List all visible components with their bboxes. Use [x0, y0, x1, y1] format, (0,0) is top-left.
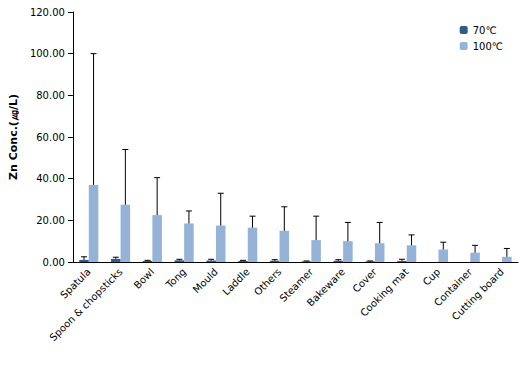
svg-text:0.00: 0.00	[43, 257, 65, 268]
svg-text:80.00: 80.00	[36, 90, 65, 101]
svg-text:Bakeware: Bakeware	[305, 266, 347, 308]
svg-text:40.00: 40.00	[36, 173, 65, 184]
svg-text:Cover: Cover	[350, 265, 379, 294]
svg-text:Mould: Mould	[191, 266, 220, 295]
svg-text:Spoon & chopsticks: Spoon & chopsticks	[47, 266, 124, 343]
svg-text:100.00: 100.00	[30, 48, 65, 59]
svg-text:Bowl: Bowl	[132, 266, 157, 291]
svg-text:60.00: 60.00	[36, 132, 65, 143]
svg-text:Cutting board: Cutting board	[450, 266, 506, 322]
svg-text:120.00: 120.00	[30, 7, 65, 18]
svg-text:Laddle: Laddle	[220, 266, 251, 297]
svg-text:Steamer: Steamer	[277, 266, 316, 304]
svg-text:Spatula: Spatula	[58, 266, 93, 301]
svg-text:Zn Conc.(㎍/L): Zn Conc.(㎍/L)	[7, 94, 20, 180]
svg-text:Cooking mat: Cooking mat	[358, 266, 411, 319]
svg-text:20.00: 20.00	[36, 215, 65, 226]
svg-text:100℃: 100℃	[473, 41, 503, 52]
svg-text:Cup: Cup	[421, 266, 443, 288]
svg-text:Tong: Tong	[163, 266, 188, 291]
svg-text:Others: Others	[252, 266, 284, 298]
svg-text:Container: Container	[431, 266, 475, 309]
svg-text:70℃: 70℃	[473, 25, 497, 36]
